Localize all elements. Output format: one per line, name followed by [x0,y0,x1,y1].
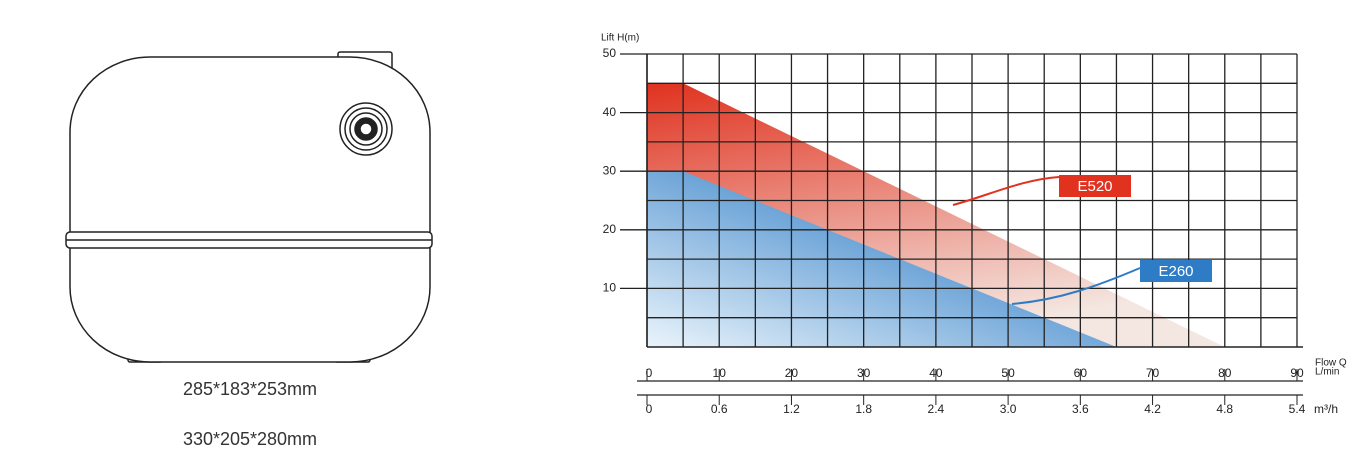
callout-line [1011,267,1141,305]
y-axis-label: Lift H(m) [601,33,639,44]
x2-tick-label: 2.4 [928,402,945,416]
legend-box [1140,260,1212,282]
pump-drawing [65,51,433,363]
x2-tick-label: 0 [646,402,653,416]
x-tick-label: 80 [1218,366,1232,380]
x-tick-label: 40 [929,366,943,380]
legend-label: E260 [1158,263,1193,280]
x-tick-label: 90 [1290,366,1304,380]
y-tick-label: 10 [603,281,617,295]
x2-tick-label: 3.0 [1000,402,1017,416]
x-tick-label: 70 [1146,366,1160,380]
x-axis-label: Flow Q [1315,358,1347,369]
y-tick-label: 50 [603,46,617,60]
x2-tick-label: 4.2 [1144,402,1161,416]
x-tick-label: 10 [713,366,727,380]
x-axis-unit: L/min [1315,367,1339,378]
dimension-text: 285*183*253mm [183,379,317,399]
x2-tick-label: 1.8 [855,402,872,416]
x2-tick-label: 4.8 [1216,402,1233,416]
legend-label: E520 [1077,178,1112,195]
dimension-text: 330*205*280mm [183,429,317,449]
x-tick-label: 20 [785,366,799,380]
x-tick-label: 0 [646,366,653,380]
x2-axis-unit: m³/h [1314,402,1338,416]
y-tick-label: 20 [603,222,617,236]
x2-tick-label: 1.2 [783,402,800,416]
callout-line [952,176,1060,206]
y-tick-label: 40 [603,105,617,119]
y-tick-label: 30 [603,163,617,177]
legend-box [1059,175,1131,197]
x2-tick-label: 5.4 [1289,402,1306,416]
x2-tick-label: 3.6 [1072,402,1089,416]
x-tick-label: 50 [1001,366,1015,380]
x2-tick-label: 0.6 [711,402,728,416]
x-tick-label: 60 [1074,366,1088,380]
x-tick-label: 30 [857,366,871,380]
